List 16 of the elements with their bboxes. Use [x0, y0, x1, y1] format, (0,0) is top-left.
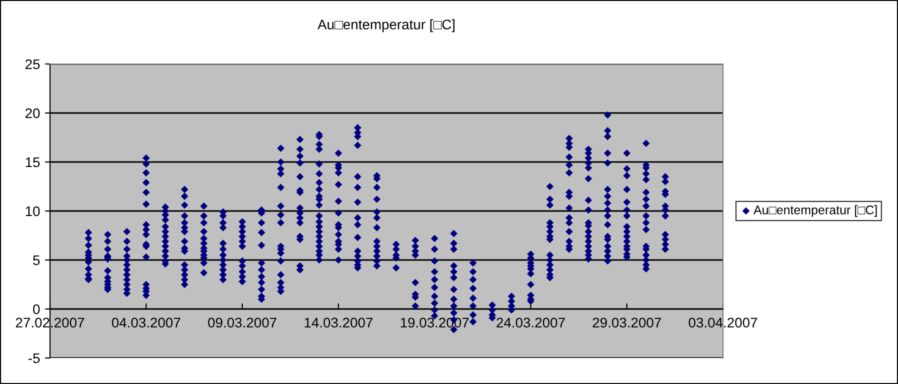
y-tick-label: 10 [26, 206, 40, 216]
y-tick-label: 0 [33, 304, 40, 314]
x-tick-label: 09.03.2007 [208, 318, 276, 328]
chart-title: Au□entemperatur [□C] [318, 19, 455, 32]
legend-label: Au□entemperatur [□C] [754, 205, 877, 217]
x-tick-label: 04.03.2007 [112, 318, 180, 328]
x-tick-label: 14.03.2007 [304, 318, 372, 328]
y-tick-label: 5 [33, 255, 40, 266]
x-tick-label: 29.03.2007 [592, 318, 661, 328]
y-tick-label: 25 [26, 59, 40, 70]
y-tick-label: -5 [28, 353, 40, 364]
y-tick-label: 20 [26, 108, 40, 118]
y-tick-label: 15 [26, 157, 40, 168]
x-tick-label: 24.03.2007 [496, 318, 565, 328]
x-tick-label: 19.03.2007 [400, 318, 469, 328]
x-tick-label: 03.04.2007 [688, 318, 758, 328]
